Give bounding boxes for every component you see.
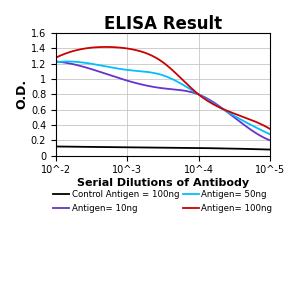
Y-axis label: O.D.: O.D. — [15, 80, 28, 110]
Line: Antigen= 100ng: Antigen= 100ng — [56, 47, 270, 129]
Antigen= 100ng — [249, 118, 252, 122]
Antigen= 50ng — [182, 84, 186, 87]
Antigen= 100ng — [186, 83, 189, 86]
Antigen= 100ng — [55, 56, 58, 59]
Control Antigen = 100ng — [248, 147, 252, 151]
Legend: Control Antigen = 100ng, Antigen= 10ng, Antigen= 50ng, Antigen= 100ng: Control Antigen = 100ng, Antigen= 10ng, … — [50, 187, 276, 216]
Control Antigen = 100ng — [185, 146, 189, 150]
Control Antigen = 100ng — [55, 145, 58, 148]
Antigen= 50ng — [235, 116, 239, 119]
Antigen= 10ng — [54, 60, 58, 63]
Antigen= 50ng — [182, 83, 185, 87]
Antigen= 100ng — [104, 45, 108, 49]
Antigen= 50ng — [55, 60, 58, 64]
Antigen= 10ng — [55, 60, 58, 63]
Antigen= 10ng — [181, 88, 184, 92]
Control Antigen = 100ng — [181, 146, 184, 150]
Line: Control Antigen = 100ng: Control Antigen = 100ng — [56, 146, 270, 150]
Antigen= 10ng — [235, 117, 238, 121]
Antigen= 50ng — [249, 123, 252, 127]
X-axis label: Serial Dilutions of Antibody: Serial Dilutions of Antibody — [77, 178, 249, 188]
Control Antigen = 100ng — [268, 148, 272, 152]
Control Antigen = 100ng — [235, 147, 238, 151]
Control Antigen = 100ng — [54, 145, 58, 148]
Antigen= 10ng — [248, 127, 252, 131]
Antigen= 50ng — [54, 61, 58, 64]
Antigen= 10ng — [268, 139, 272, 142]
Antigen= 100ng — [268, 127, 272, 131]
Antigen= 10ng — [185, 89, 189, 93]
Control Antigen = 100ng — [182, 146, 185, 150]
Line: Antigen= 10ng: Antigen= 10ng — [56, 61, 270, 140]
Antigen= 50ng — [268, 132, 272, 136]
Line: Antigen= 50ng: Antigen= 50ng — [56, 61, 270, 134]
Antigen= 100ng — [54, 56, 58, 59]
Antigen= 100ng — [182, 79, 185, 82]
Antigen= 50ng — [186, 86, 189, 89]
Antigen= 100ng — [182, 80, 186, 83]
Antigen= 100ng — [235, 113, 239, 116]
Title: ELISA Result: ELISA Result — [104, 15, 222, 33]
Antigen= 50ng — [65, 60, 69, 63]
Antigen= 10ng — [182, 89, 185, 92]
